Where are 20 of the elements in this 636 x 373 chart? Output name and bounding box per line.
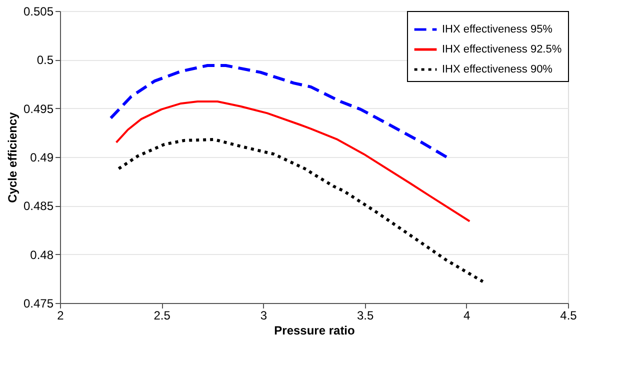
- line-series: [117, 138, 484, 284]
- y-tick-label: 0.485: [23, 199, 54, 214]
- legend-label: IHX effectiveness 92.5%: [442, 44, 562, 56]
- x-tick-label: 4.5: [560, 308, 578, 322]
- y-tick-label: 0.5: [36, 53, 54, 68]
- y-tick-label: 0.495: [23, 102, 54, 116]
- y-tick-label: 0.49: [30, 150, 54, 164]
- y-tick-label: 0.475: [23, 296, 54, 310]
- x-tick-label: 2: [57, 308, 64, 322]
- legend-label: IHX effectiveness 90%: [442, 64, 553, 76]
- legend-label: IHX effectiveness 95%: [442, 24, 553, 36]
- y-tick-label: 0.48: [30, 248, 54, 262]
- line-series: [115, 100, 471, 222]
- x-tick-label: 3.5: [356, 308, 374, 322]
- x-tick-label: 2.5: [154, 308, 171, 322]
- x-tick-label: 4: [464, 308, 471, 322]
- y-axis-title: Cycle efficiency: [5, 112, 20, 203]
- x-tick-label: 3: [260, 308, 268, 322]
- x-axis-title: Pressure ratio: [274, 324, 355, 338]
- y-tick-label: 0.505: [23, 4, 54, 18]
